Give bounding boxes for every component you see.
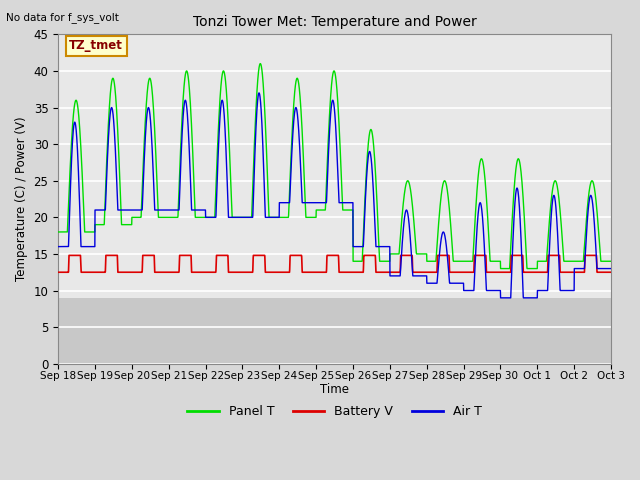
Bar	[58, 298, 611, 364]
Y-axis label: Temperature (C) / Power (V): Temperature (C) / Power (V)	[15, 117, 28, 281]
Text: No data for f_sys_volt: No data for f_sys_volt	[6, 12, 119, 23]
Legend: Panel T, Battery V, Air T: Panel T, Battery V, Air T	[182, 400, 487, 423]
Text: TZ_tmet: TZ_tmet	[69, 39, 123, 52]
Title: Tonzi Tower Met: Temperature and Power: Tonzi Tower Met: Temperature and Power	[193, 15, 476, 29]
X-axis label: Time: Time	[320, 383, 349, 396]
